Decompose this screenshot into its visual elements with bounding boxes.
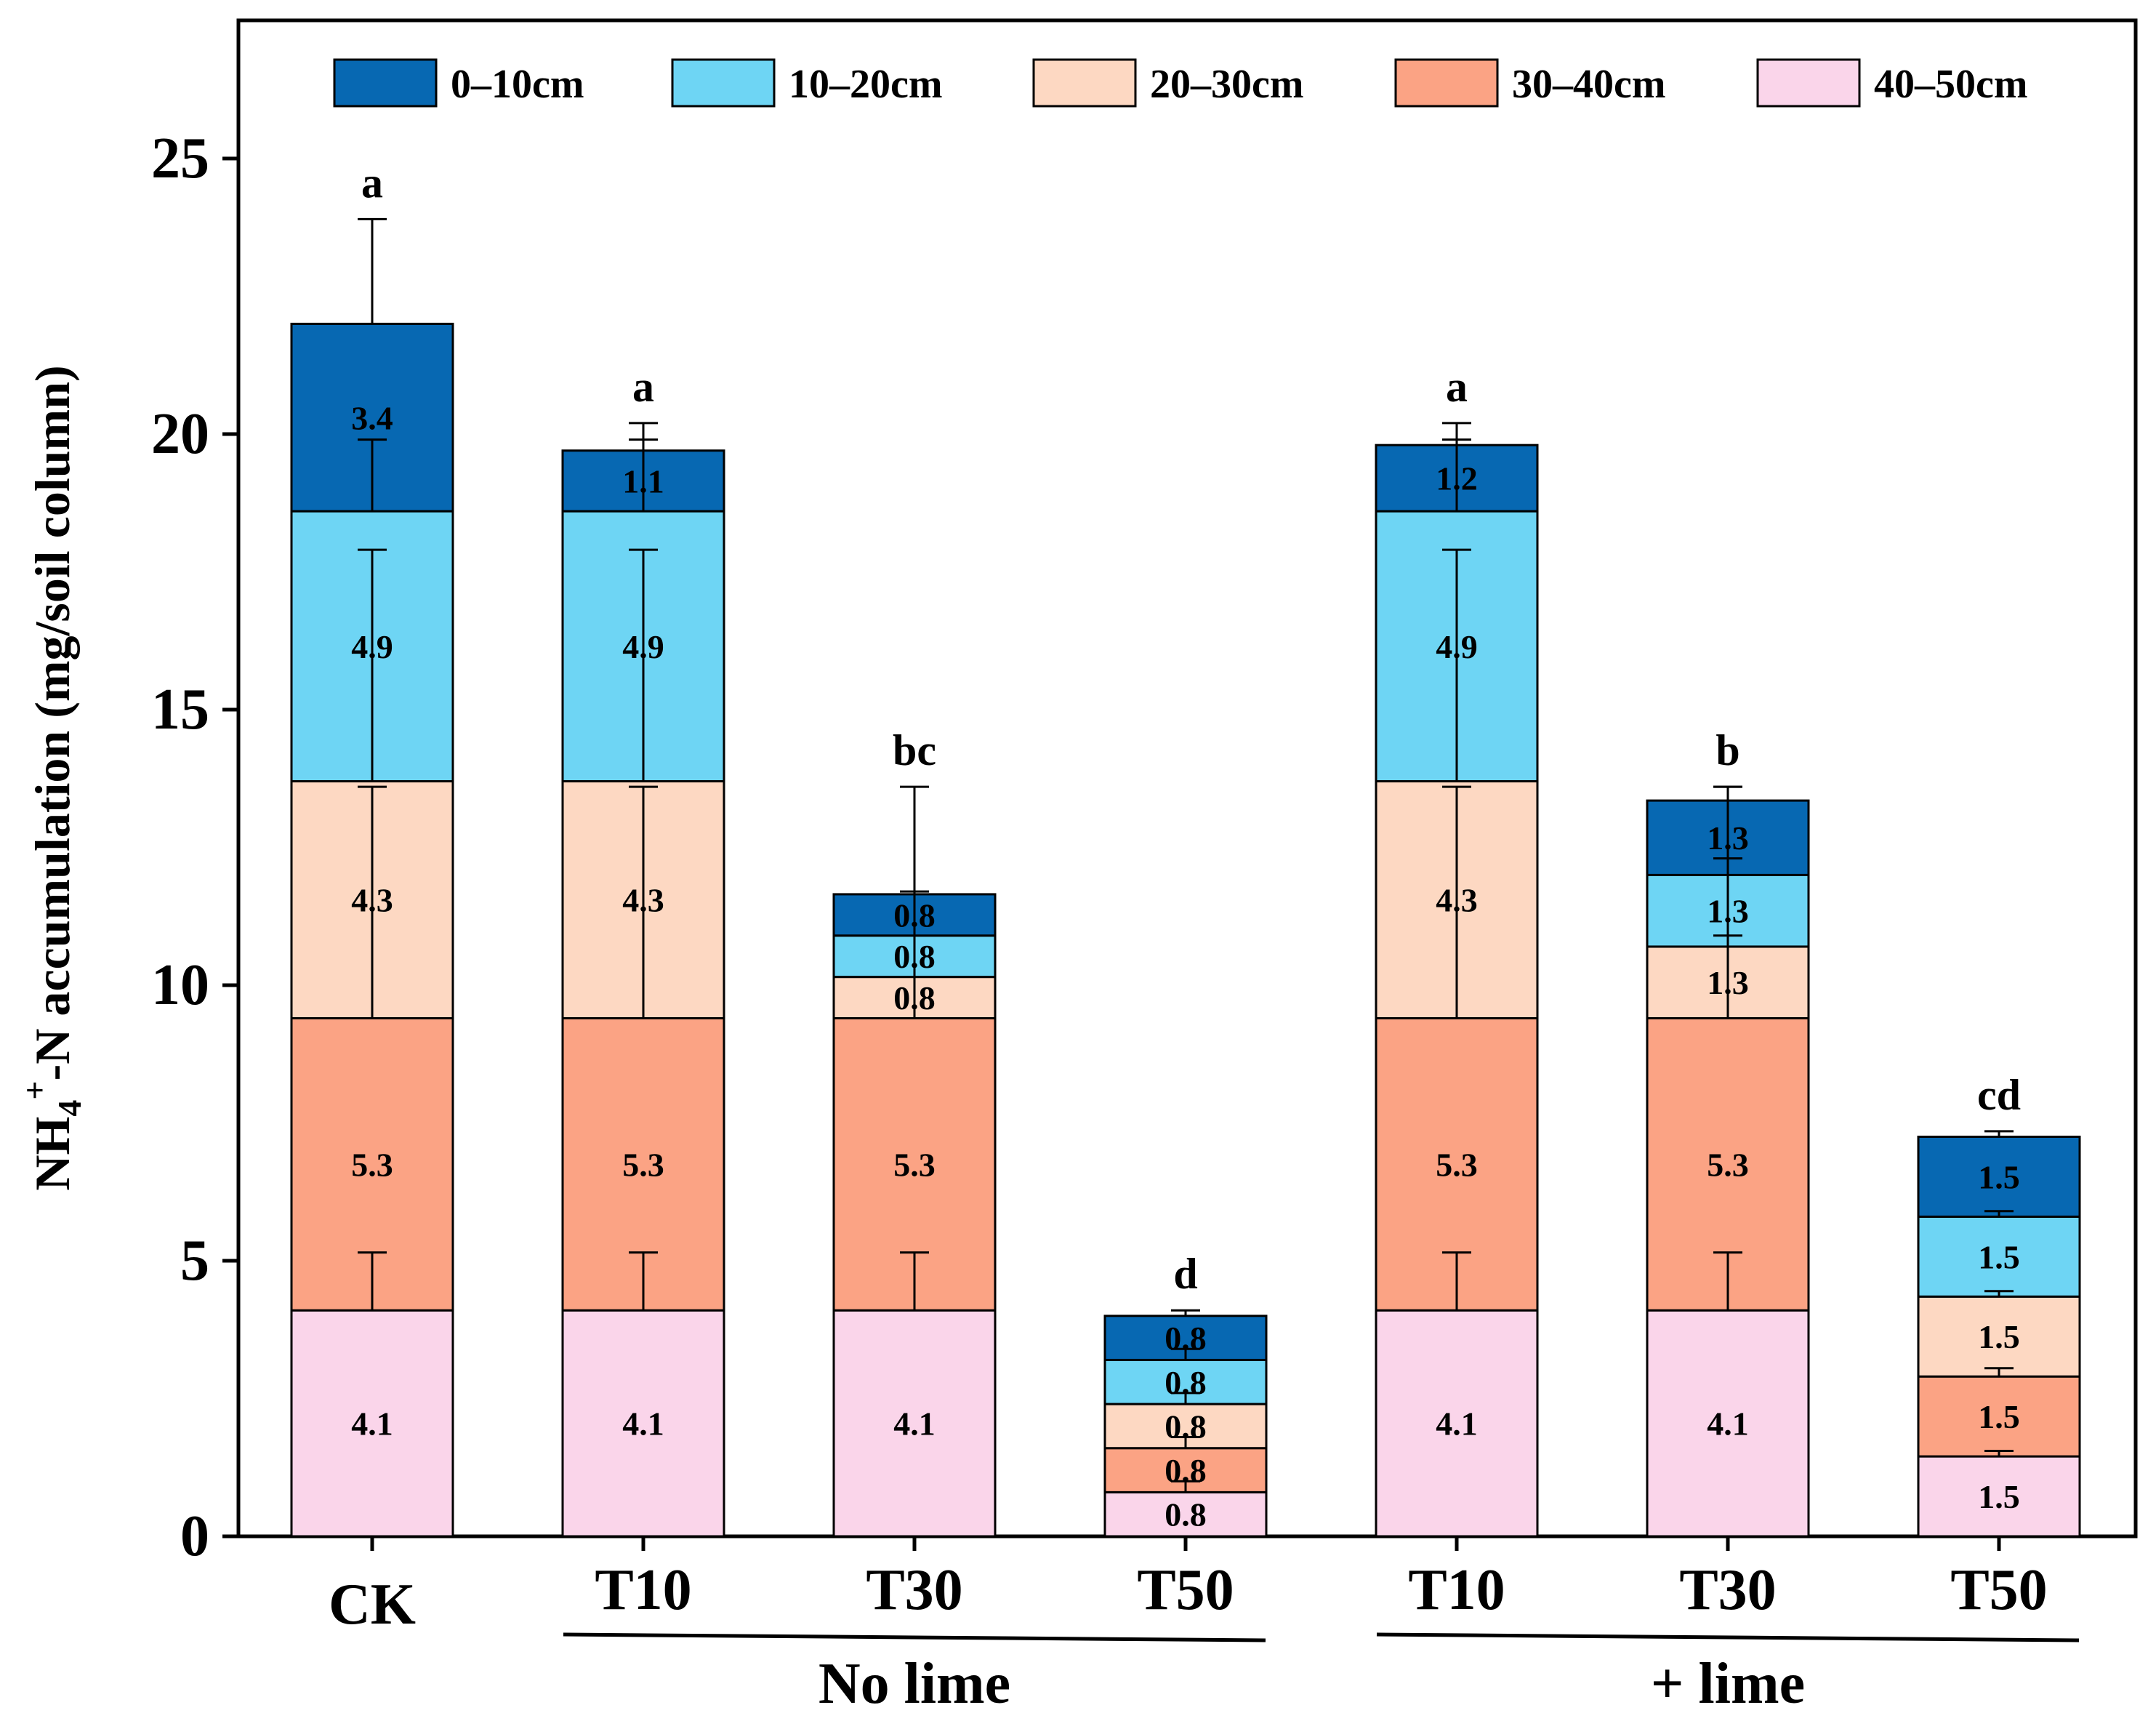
value-label: 5.3 bbox=[622, 1146, 664, 1183]
group-underline bbox=[1376, 1632, 2080, 1642]
y-axis-label-main: NH bbox=[25, 1117, 80, 1191]
legend-swatch bbox=[671, 58, 776, 108]
group-labels: No lime + lime bbox=[563, 1632, 2080, 1716]
legend-label: 30–40cm bbox=[1512, 62, 1666, 107]
x-tick-label: T10 bbox=[595, 1558, 691, 1622]
significance-label: a bbox=[632, 363, 654, 411]
x-tick-label: T30 bbox=[866, 1558, 962, 1622]
error-bars-layer bbox=[358, 217, 2014, 1493]
x-tick-label: T10 bbox=[1408, 1558, 1505, 1622]
value-label: 1.5 bbox=[1978, 1478, 2020, 1515]
value-label: 0.8 bbox=[1165, 1364, 1207, 1401]
legend: 0–10cm 10–20cm 20–30cm 30–40cm 40–50cm bbox=[333, 58, 2028, 108]
legend-label: 0–10cm bbox=[451, 62, 584, 107]
y-axis-label-sup: + bbox=[16, 1080, 53, 1099]
value-label: 5.3 bbox=[351, 1146, 393, 1183]
significance-label: d bbox=[1173, 1250, 1197, 1298]
group-underline bbox=[563, 1632, 1266, 1642]
value-labels-layer: 4.1 4.1 4.1 0.8 4.1 4.1 1.5 5.3 5.3 5.3 0.8 5.3 5.3 1… bbox=[351, 399, 2020, 1533]
value-label: 4.3 bbox=[1436, 882, 1478, 919]
significance-label: b bbox=[1715, 726, 1739, 774]
group-label: No lime bbox=[818, 1652, 1010, 1716]
value-label: 0.8 bbox=[893, 979, 936, 1016]
value-label: 0.8 bbox=[893, 896, 936, 934]
x-tick-label: T30 bbox=[1679, 1558, 1776, 1622]
bar-segment bbox=[1103, 1491, 1268, 1538]
y-axis-label-sub: 4 bbox=[51, 1100, 88, 1117]
y-tick-label: 25 bbox=[151, 127, 209, 190]
group-label: + lime bbox=[1651, 1652, 1805, 1716]
value-label: 4.9 bbox=[1436, 628, 1478, 665]
value-label: 1.5 bbox=[1978, 1398, 2020, 1435]
legend-label: 10–20cm bbox=[789, 62, 943, 107]
value-label: 1.5 bbox=[1978, 1318, 2020, 1355]
y-tick-label: 15 bbox=[151, 678, 209, 742]
value-label: 5.3 bbox=[893, 1146, 936, 1183]
value-label: 5.3 bbox=[1707, 1146, 1749, 1183]
value-label: 1.2 bbox=[1436, 460, 1478, 497]
value-label: 1.3 bbox=[1707, 893, 1749, 930]
y-tick-label: 10 bbox=[151, 953, 209, 1017]
legend-swatch bbox=[333, 58, 438, 108]
value-label: 4.1 bbox=[893, 1405, 936, 1443]
value-label: 0.8 bbox=[1165, 1320, 1207, 1357]
value-label: 0.8 bbox=[1165, 1408, 1207, 1445]
legend-label: 20–30cm bbox=[1150, 62, 1304, 107]
value-label: 4.9 bbox=[351, 628, 393, 665]
significance-label: cd bbox=[1977, 1071, 2021, 1119]
y-axis: 0 5 10 15 20 25 bbox=[151, 127, 238, 1568]
bar-segment bbox=[561, 1309, 725, 1538]
bar-segment bbox=[290, 1309, 454, 1538]
bar-segment bbox=[1375, 1309, 1539, 1538]
value-label: 4.1 bbox=[1707, 1405, 1749, 1443]
value-label: 1.3 bbox=[1707, 964, 1749, 1001]
value-label: 4.1 bbox=[351, 1405, 393, 1443]
y-tick-label: 20 bbox=[151, 402, 209, 466]
value-label: 1.5 bbox=[1978, 1158, 2020, 1195]
bar-segment bbox=[1917, 1215, 2081, 1298]
value-label: 4.1 bbox=[622, 1405, 664, 1443]
bar-segment bbox=[1917, 1295, 2081, 1378]
y-axis-label-rest: -N accumulation (mg/soil column) bbox=[25, 365, 80, 1080]
significance-label: a bbox=[1446, 363, 1468, 411]
y-tick-label: 5 bbox=[180, 1229, 209, 1293]
bar-segment bbox=[1646, 1309, 1810, 1538]
value-label: 4.1 bbox=[1436, 1405, 1478, 1443]
value-label: 1.3 bbox=[1707, 819, 1749, 857]
value-label: 0.8 bbox=[893, 938, 936, 975]
legend-swatch bbox=[1394, 58, 1499, 108]
value-label: 1.1 bbox=[622, 462, 664, 500]
significance-label: a bbox=[361, 159, 383, 206]
legend-swatch bbox=[1032, 58, 1137, 108]
value-label: 0.8 bbox=[1165, 1452, 1207, 1489]
x-tick-label: T50 bbox=[1950, 1558, 2047, 1622]
value-label: 3.4 bbox=[351, 399, 393, 436]
x-tick-label: T50 bbox=[1137, 1558, 1234, 1622]
y-tick-label: 0 bbox=[180, 1504, 209, 1568]
x-tick-label: CK bbox=[329, 1573, 416, 1637]
y-axis-label: NH4+-N accumulation (mg/soil column) bbox=[16, 365, 88, 1190]
legend-label: 40–50cm bbox=[1874, 62, 2028, 107]
x-axis: CK T10 T30 T50 T10 T30 T50 bbox=[329, 1536, 2048, 1637]
value-label: 4.3 bbox=[351, 882, 393, 919]
value-label: 1.5 bbox=[1978, 1238, 2020, 1275]
value-label: 5.3 bbox=[1436, 1146, 1478, 1183]
significance-label: bc bbox=[893, 726, 936, 774]
value-label: 4.3 bbox=[622, 882, 664, 919]
legend-swatch bbox=[1756, 58, 1861, 108]
value-label: 0.8 bbox=[1165, 1496, 1207, 1533]
value-label: 4.9 bbox=[622, 628, 664, 665]
plot-frame bbox=[236, 18, 2138, 1539]
